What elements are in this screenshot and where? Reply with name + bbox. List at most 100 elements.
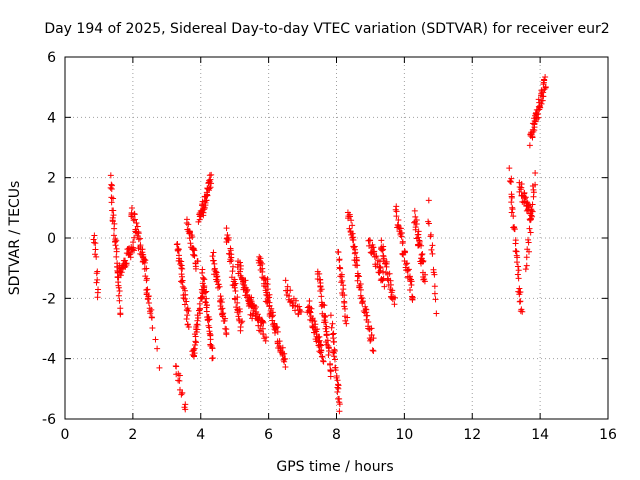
- data-point: [113, 248, 120, 255]
- data-point: [398, 233, 405, 240]
- data-point: [312, 321, 319, 328]
- data-point: [431, 283, 438, 290]
- data-point: [261, 274, 268, 281]
- data-point: [115, 284, 122, 291]
- data-point: [248, 298, 255, 305]
- data-point: [518, 184, 525, 191]
- data-point: [184, 306, 191, 313]
- data-point: [380, 246, 387, 253]
- data-point: [359, 298, 366, 305]
- data-point: [331, 346, 338, 353]
- data-point: [346, 213, 353, 220]
- data-point: [220, 310, 227, 317]
- data-point: [327, 367, 334, 374]
- data-point: [143, 265, 150, 272]
- data-point: [262, 334, 269, 341]
- data-point: [412, 226, 419, 233]
- data-point: [200, 209, 207, 216]
- data-point: [419, 258, 426, 265]
- y-tick-label: -2: [42, 291, 56, 307]
- y-tick-label: -6: [42, 412, 56, 428]
- data-point: [418, 255, 425, 262]
- data-point: [421, 276, 428, 283]
- data-point: [152, 336, 159, 343]
- data-point: [214, 273, 221, 280]
- y-tick-label: 4: [47, 110, 56, 126]
- data-point: [141, 259, 148, 266]
- data-point: [517, 298, 524, 305]
- data-point: [515, 267, 522, 274]
- data-point: [234, 299, 241, 306]
- data-point: [281, 350, 288, 357]
- data-point: [131, 211, 138, 218]
- data-point: [144, 295, 151, 302]
- data-point: [140, 254, 147, 261]
- data-point: [316, 270, 323, 277]
- data-point: [431, 271, 438, 278]
- data-point: [199, 280, 206, 287]
- data-point: [429, 242, 436, 249]
- data-point: [377, 267, 384, 274]
- data-point: [259, 268, 266, 275]
- data-point: [525, 248, 532, 255]
- data-point: [399, 240, 406, 247]
- data-point: [217, 293, 224, 300]
- data-point: [327, 360, 334, 367]
- data-point: [242, 277, 249, 284]
- data-point: [403, 261, 410, 268]
- data-point: [109, 207, 116, 214]
- x-tick-label: 14: [531, 427, 549, 443]
- data-point: [182, 406, 189, 413]
- data-point: [208, 180, 215, 187]
- data-point: [542, 84, 549, 91]
- data-point: [108, 199, 115, 206]
- data-point: [354, 272, 361, 279]
- data-point: [179, 265, 186, 272]
- data-point: [323, 323, 330, 330]
- data-point: [117, 310, 124, 317]
- data-point: [317, 276, 324, 283]
- data-point: [202, 289, 209, 296]
- data-point: [527, 229, 534, 236]
- data-point: [222, 315, 229, 322]
- data-point: [538, 100, 545, 107]
- data-point: [362, 306, 369, 313]
- data-point: [190, 245, 197, 252]
- data-point: [274, 324, 281, 331]
- data-point: [380, 268, 387, 275]
- data-point: [219, 305, 226, 312]
- data-point: [134, 223, 141, 230]
- data-point: [203, 308, 210, 315]
- data-point: [281, 355, 288, 362]
- data-point: [514, 271, 521, 278]
- data-point: [113, 237, 120, 244]
- data-point: [139, 246, 146, 253]
- data-point: [339, 277, 346, 284]
- data-point: [425, 197, 432, 204]
- data-point: [352, 249, 359, 256]
- data-point: [332, 364, 339, 371]
- data-point: [141, 265, 148, 272]
- data-point: [147, 310, 154, 317]
- data-point: [195, 314, 202, 321]
- data-point: [329, 320, 336, 327]
- data-point: [527, 216, 534, 223]
- data-point: [314, 326, 321, 333]
- data-point: [175, 245, 182, 252]
- data-point: [322, 313, 329, 320]
- data-point: [306, 298, 313, 305]
- data-point: [179, 277, 186, 284]
- data-point: [328, 324, 335, 331]
- data-point: [539, 93, 546, 100]
- data-point: [344, 314, 351, 321]
- data-point: [243, 287, 250, 294]
- data-point: [274, 328, 281, 335]
- data-point: [525, 236, 532, 243]
- chart-title: Day 194 of 2025, Sidereal Day-to-day VTE…: [44, 21, 609, 37]
- y-tick-label: 6: [47, 50, 56, 66]
- data-point: [315, 338, 322, 345]
- data-point: [331, 356, 338, 363]
- data-point: [357, 286, 364, 293]
- data-point: [318, 342, 325, 349]
- data-point: [418, 242, 425, 249]
